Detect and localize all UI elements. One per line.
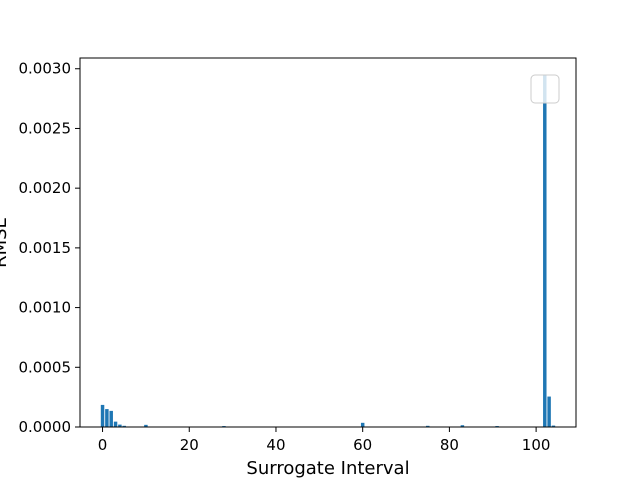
y-tick-label: 0.0025	[19, 119, 72, 137]
bar-4	[118, 424, 122, 427]
x-tick-label: 0	[98, 436, 108, 454]
x-tick-label: 40	[266, 436, 285, 454]
bar-75	[425, 425, 430, 427]
bar-2	[109, 410, 113, 427]
y-axis-label: RMSE	[0, 217, 11, 268]
x-tick-label: 80	[440, 436, 459, 454]
bar-103	[547, 396, 551, 427]
x-tick-label: 100	[522, 436, 551, 454]
y-tick-label: 0.0020	[19, 179, 72, 197]
x-tick-label: 60	[353, 436, 372, 454]
y-tick-label: 0.0000	[19, 418, 72, 436]
y-tick-label: 0.0005	[19, 358, 72, 376]
bar-1	[105, 409, 109, 427]
y-axis-ticks: 0.0000 0.0005 0.0010 0.0015 0.0020 0.0025 0.00…	[19, 60, 80, 436]
bar-3	[113, 421, 118, 427]
y-tick-label: 0.0030	[19, 60, 72, 78]
y-tick-label: 0.0015	[19, 239, 72, 257]
bar-104	[551, 425, 556, 427]
x-axis-ticks: 0 20 40 60 80 100	[98, 427, 551, 454]
bar-10	[144, 424, 148, 427]
bar-102	[543, 74, 547, 427]
y-tick-label: 0.0010	[19, 299, 72, 317]
bars-group	[100, 74, 556, 427]
bar-83	[460, 425, 465, 427]
legend-box	[530, 74, 560, 104]
bar-0	[100, 404, 105, 427]
plot-frame	[79, 57, 577, 428]
x-axis-label: Surrogate Interval	[246, 458, 409, 479]
bar-60	[360, 422, 365, 427]
x-tick-label: 20	[180, 436, 199, 454]
bar-5	[122, 425, 126, 427]
